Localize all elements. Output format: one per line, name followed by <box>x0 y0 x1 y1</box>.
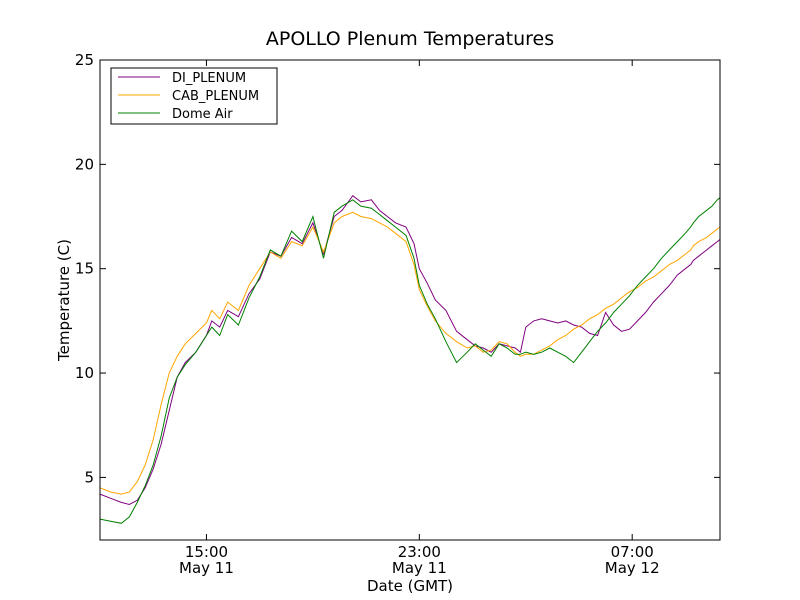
y-tick-label-25: 25 <box>75 51 94 69</box>
series-line-dome-air <box>99 197 721 524</box>
plot-frame <box>99 59 721 541</box>
x-tick-time-0: 15:00 <box>185 543 228 561</box>
series-line-di-plenum <box>99 194 721 506</box>
y-tick-label-10: 10 <box>75 364 94 382</box>
chart-title: APOLLO Plenum Temperatures <box>266 28 554 50</box>
x-tick-date-2: May 12 <box>605 559 660 577</box>
legend: DI_PLENUM CAB_PLENUM Dome Air <box>110 67 278 125</box>
y-tick-label-15: 15 <box>75 260 94 278</box>
x-axis-label: Date (GMT) <box>367 577 453 595</box>
x-tick-date-1: May 11 <box>392 559 447 577</box>
y-axis: 5 10 15 20 25 <box>75 51 720 486</box>
legend-label-dome-air: Dome Air <box>172 107 233 122</box>
legend-label-cab-plenum: CAB_PLENUM <box>172 89 259 104</box>
legend-label-di-plenum: DI_PLENUM <box>172 71 246 86</box>
y-axis-label: Temperature (C) <box>55 239 73 362</box>
y-tick-label-5: 5 <box>84 468 94 486</box>
series-layer <box>99 194 721 524</box>
series-line-cab-plenum <box>99 211 721 495</box>
y-tick-label-20: 20 <box>75 155 94 173</box>
x-tick-time-2: 07:00 <box>611 543 654 561</box>
x-tick-time-1: 23:00 <box>398 543 441 561</box>
x-tick-date-0: May 11 <box>179 559 234 577</box>
